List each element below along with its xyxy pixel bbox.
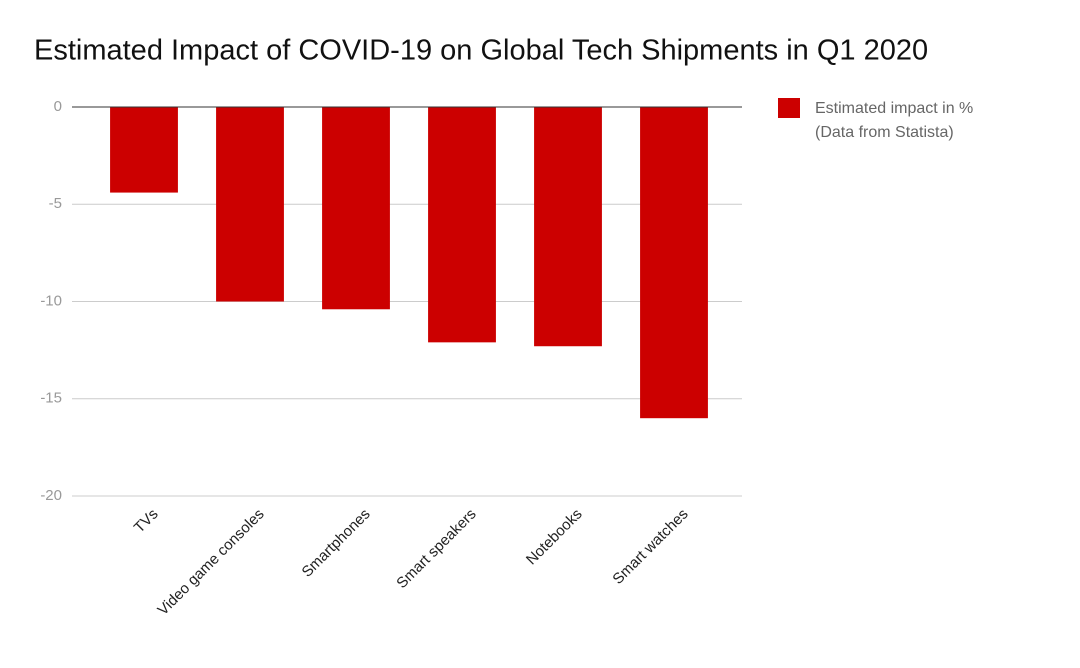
y-tick-label: 0 — [54, 98, 62, 115]
bar — [216, 107, 284, 302]
bar — [534, 107, 602, 347]
bar — [428, 107, 496, 343]
x-tick-label: Smartphones — [299, 506, 374, 581]
y-tick-label: -10 — [40, 292, 62, 309]
x-tick-label: Video game consoles — [154, 506, 267, 619]
x-tick-label: Smart watches — [609, 506, 691, 588]
bar — [322, 107, 390, 310]
legend-label: Estimated impact in % (Data from Statist… — [815, 100, 974, 141]
y-tick-label: -20 — [40, 487, 62, 504]
legend-swatch — [778, 98, 800, 118]
y-tick-label: -5 — [49, 195, 62, 212]
bar — [110, 107, 178, 193]
bar — [640, 107, 708, 419]
x-tick-label: Smart speakers — [393, 506, 479, 592]
x-tick-label: Notebooks — [523, 506, 586, 569]
chart-title: Estimated Impact of COVID-19 on Global T… — [34, 35, 928, 67]
y-tick-label: -15 — [40, 390, 62, 407]
x-tick-label: TVs — [131, 506, 162, 537]
